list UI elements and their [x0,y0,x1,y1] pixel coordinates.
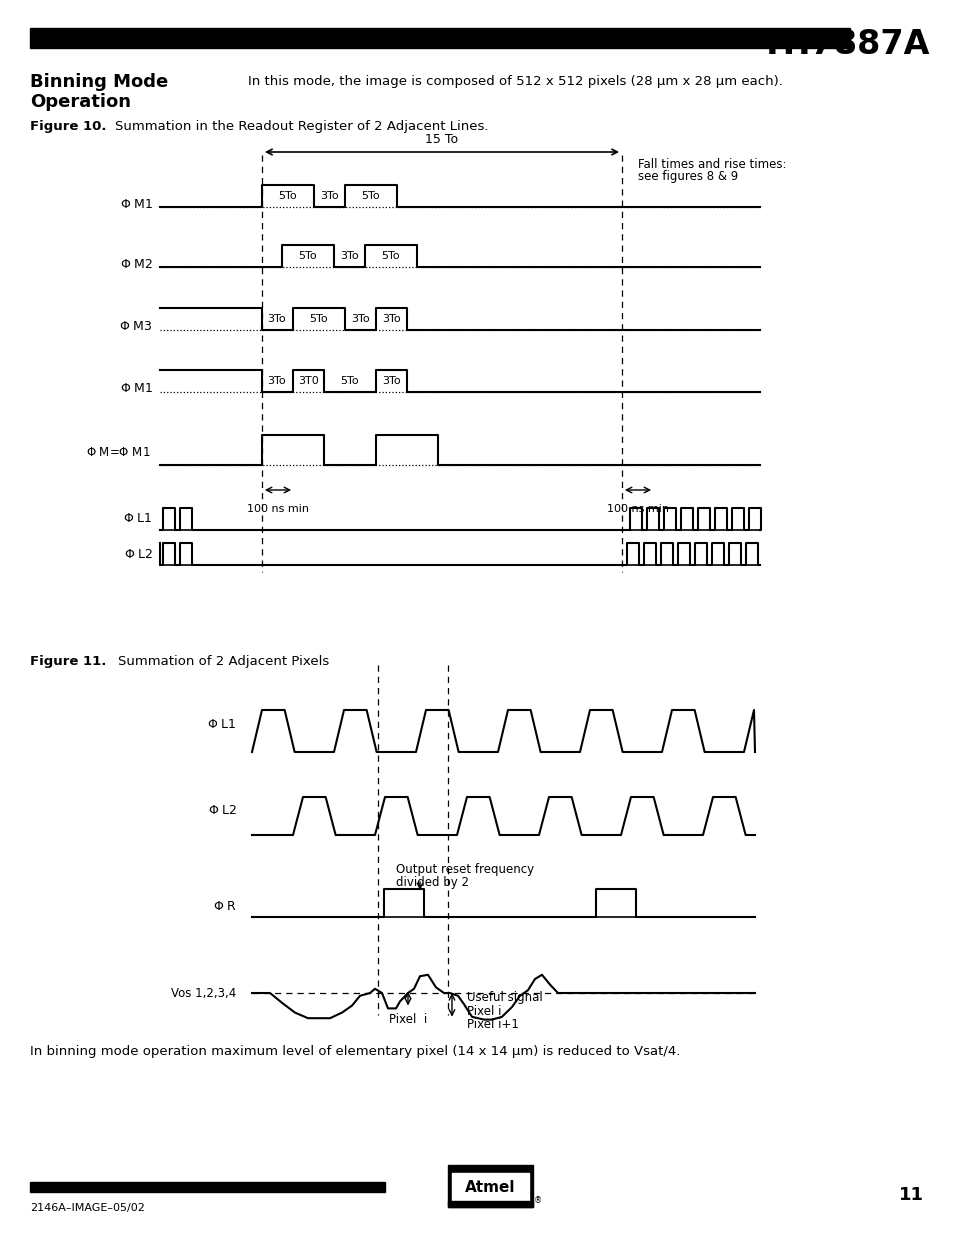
Bar [452,1173,529,1200]
Text: Summation in the Readout Register of 2 Adjacent Lines.: Summation in the Readout Register of 2 A… [115,120,488,133]
Bar [448,1200,533,1207]
Text: 3To: 3To [320,191,339,201]
Text: 100 ns min: 100 ns min [606,504,668,514]
Text: 5To: 5To [310,314,328,324]
Text: $\Phi$ L2: $\Phi$ L2 [124,547,152,561]
Text: 3T0: 3T0 [298,375,319,387]
Text: $\Phi$ M2: $\Phi$ M2 [120,258,152,270]
Text: $\Phi$ M3: $\Phi$ M3 [119,321,152,333]
Text: TH7887A: TH7887A [760,28,929,61]
Text: $\Phi$ L1: $\Phi$ L1 [123,513,152,526]
Text: 3To: 3To [382,375,401,387]
Text: Output reset frequency: Output reset frequency [395,863,534,876]
Text: Fall times and rise times:: Fall times and rise times: [638,158,785,170]
Text: 5To: 5To [381,251,400,261]
Text: $\Phi$ M=$\Phi$ M1: $\Phi$ M=$\Phi$ M1 [86,446,150,458]
Text: $\Phi$ M1: $\Phi$ M1 [119,383,152,395]
Text: Operation: Operation [30,93,131,111]
Text: Useful signal: Useful signal [467,990,542,1004]
Text: ®: ® [534,1195,541,1205]
Text: 100 ns min: 100 ns min [247,504,309,514]
Text: 11: 11 [898,1186,923,1204]
Text: 3To: 3To [352,314,370,324]
Text: 3To: 3To [340,251,359,261]
Text: Pixel i+1: Pixel i+1 [467,1018,518,1031]
Text: 3To: 3To [268,314,286,324]
Text: Atmel: Atmel [464,1179,515,1194]
Text: Vos 1,2,3,4: Vos 1,2,3,4 [171,987,235,999]
Text: Pixel i: Pixel i [467,1005,501,1018]
Text: 3To: 3To [382,314,401,324]
Text: Binning Mode: Binning Mode [30,73,168,91]
Text: $\Phi$ M1: $\Phi$ M1 [119,198,152,210]
Text: $\Phi$ L2: $\Phi$ L2 [208,804,236,816]
Bar [30,28,849,48]
Text: 3To: 3To [268,375,286,387]
Text: In this mode, the image is composed of 512 x 512 pixels (28 μm x 28 μm each).: In this mode, the image is composed of 5… [248,75,782,88]
Text: Figure 10.: Figure 10. [30,120,107,133]
Text: $\Phi$ L1: $\Phi$ L1 [207,718,236,730]
Bar [30,1182,385,1192]
Text: In binning mode operation maximum level of elementary pixel (14 x 14 μm) is redu: In binning mode operation maximum level … [30,1045,679,1058]
Text: 5To: 5To [278,191,297,201]
Text: 5To: 5To [298,251,317,261]
Text: Pixel  i: Pixel i [389,1013,427,1026]
Text: 5To: 5To [340,375,359,387]
Text: divided by 2: divided by 2 [395,876,469,889]
Text: see figures 8 & 9: see figures 8 & 9 [638,170,738,183]
Text: $\Phi$ R: $\Phi$ R [213,899,236,913]
Bar [448,1165,533,1207]
Text: Summation of 2 Adjacent Pixels: Summation of 2 Adjacent Pixels [118,655,329,668]
Text: Figure 11.: Figure 11. [30,655,107,668]
Text: 2146A–IMAGE–05/02: 2146A–IMAGE–05/02 [30,1203,145,1213]
Text: 5To: 5To [361,191,380,201]
Text: 15 To: 15 To [425,133,458,146]
